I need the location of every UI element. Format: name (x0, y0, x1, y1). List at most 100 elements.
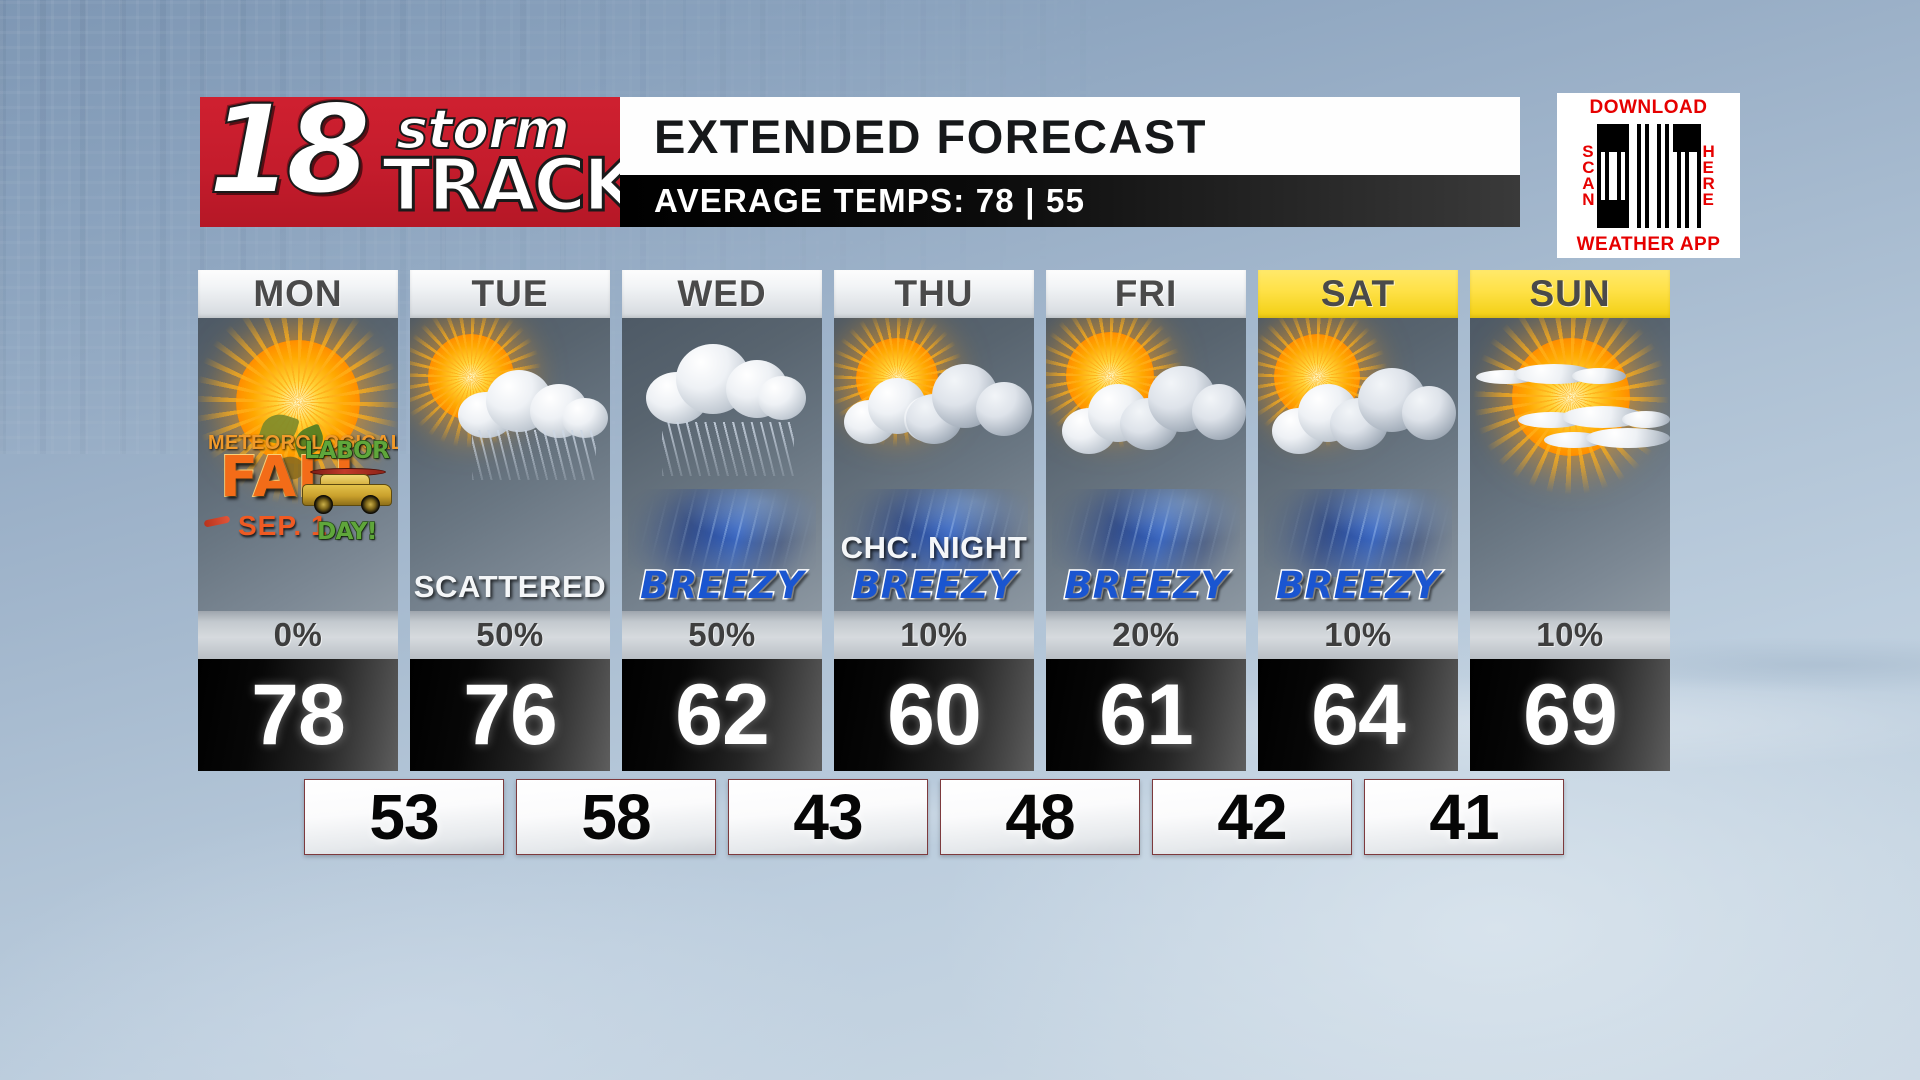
page-title: EXTENDED FORECAST (654, 109, 1207, 163)
precip-chance-sun: 10% (1470, 611, 1670, 659)
labor-day-bottom-label: DAY! (316, 519, 378, 545)
icon-cell-sat: BREEZY (1258, 318, 1458, 611)
extended-forecast-grid: MON METEOROLOGICAL FALL SEP. 1 LABOR (198, 270, 1730, 855)
low-temp-value: 48 (1005, 781, 1075, 853)
precip-value: 50% (476, 616, 544, 653)
condition-text-fri: BREEZY (1046, 564, 1246, 608)
condition-breezy-label: BREEZY (851, 564, 1017, 608)
precip-chance-mon: 0% (198, 611, 398, 659)
condition-breezy-label: BREEZY (639, 564, 805, 608)
high-temp-value: 69 (1523, 667, 1618, 763)
high-temp-value: 62 (675, 667, 770, 763)
forecast-column-tue[interactable]: TUE SCATTERED 50% (410, 270, 610, 771)
day-header-wed: WED (622, 270, 822, 318)
precip-value: 10% (900, 616, 968, 653)
low-temp-value: 53 (369, 781, 439, 853)
condition-text-tue: SCATTERED (410, 569, 610, 605)
day-header-mon: MON (198, 270, 398, 318)
high-temp-sun: 69 (1470, 659, 1670, 771)
weather-icon-hazy-sun (1470, 318, 1670, 518)
qr-code-icon[interactable] (1596, 124, 1701, 228)
icon-cell-sun (1470, 318, 1670, 611)
low-temp-box: 41 (1364, 779, 1564, 855)
fall-dash-decoration (203, 515, 231, 528)
qr-download-label: DOWNLOAD (1589, 97, 1708, 118)
high-temp-fri: 61 (1046, 659, 1246, 771)
forecast-column-sun[interactable]: SUN (1470, 270, 1670, 771)
high-temp-value: 78 (251, 667, 346, 763)
high-temp-wed: 62 (622, 659, 822, 771)
meteorological-fall-graphic: METEOROLOGICAL FALL SEP. 1 LABOR DAY! (198, 409, 398, 556)
precip-chance-wed: 50% (622, 611, 822, 659)
condition-text-thu: CHC. NIGHT BREEZY (834, 530, 1034, 608)
day-label: TUE (471, 273, 549, 314)
precip-value: 20% (1112, 616, 1180, 653)
logo-channel-number: 18 (207, 97, 372, 221)
icon-cell-wed: BREEZY (622, 318, 822, 611)
condition-plain-label: SCATTERED (413, 569, 607, 604)
high-temp-thu: 60 (834, 659, 1034, 771)
precip-chance-fri: 20% (1046, 611, 1246, 659)
precip-chance-sat: 10% (1258, 611, 1458, 659)
low-temp-value: 43 (793, 781, 863, 853)
precip-chance-thu: 10% (834, 611, 1034, 659)
precip-value: 50% (688, 616, 756, 653)
high-temp-value: 76 (463, 667, 558, 763)
weather-icon-cloud-rain (622, 318, 822, 518)
weather-icon-sun-cloud (834, 318, 1034, 518)
low-temps-row: 53 58 43 48 42 41 (198, 779, 1730, 855)
header-bar: 18 storm TRACK EXTENDED FORECAST AVERAGE… (200, 93, 1740, 258)
day-label: SUN (1529, 273, 1611, 314)
forecast-column-sat[interactable]: SAT BRE (1258, 270, 1458, 771)
forecast-column-wed[interactable]: WED BREEZY 50% (622, 270, 822, 771)
icon-cell-tue: SCATTERED (410, 318, 610, 611)
breezy-swoosh-fri (1052, 489, 1240, 577)
high-temp-value: 61 (1099, 667, 1194, 763)
low-temp-box: 42 (1152, 779, 1352, 855)
logo-storm-text: storm (395, 98, 571, 161)
high-temp-value: 64 (1311, 667, 1406, 763)
forecast-column-fri[interactable]: FRI BRE (1046, 270, 1246, 771)
high-temp-mon: 78 (198, 659, 398, 771)
fall-date-label: SEP. 1 (238, 510, 328, 541)
condition-text-wed: BREEZY (622, 564, 822, 608)
high-temp-sat: 64 (1258, 659, 1458, 771)
low-temp-box: 43 (728, 779, 928, 855)
average-temps-bar: AVERAGE TEMPS: 78 | 55 (620, 175, 1520, 227)
day-label: SAT (1320, 273, 1396, 314)
low-temp-box: 48 (940, 779, 1140, 855)
forecast-column-thu[interactable]: THU CHC (834, 270, 1034, 771)
day-header-sun: SUN (1470, 270, 1670, 318)
precip-value: 10% (1324, 616, 1392, 653)
average-temps-text: AVERAGE TEMPS: 78 | 55 (654, 182, 1086, 219)
low-temp-value: 42 (1217, 781, 1287, 853)
icon-cell-mon: METEOROLOGICAL FALL SEP. 1 LABOR DAY! (198, 318, 398, 611)
day-label: FRI (1114, 273, 1178, 314)
breezy-swoosh-thu (840, 489, 1028, 577)
precip-value: 0% (273, 616, 323, 653)
day-label: THU (894, 273, 974, 314)
icon-cell-thu: CHC. NIGHT BREEZY (834, 318, 1034, 611)
breezy-swoosh-sat (1264, 489, 1452, 577)
day-header-thu: THU (834, 270, 1034, 318)
precip-value: 10% (1536, 616, 1604, 653)
forecast-column-mon[interactable]: MON METEOROLOGICAL FALL SEP. 1 LABOR (198, 270, 398, 771)
condition-breezy-label: BREEZY (1063, 564, 1229, 608)
forecast-columns: MON METEOROLOGICAL FALL SEP. 1 LABOR (198, 270, 1730, 771)
breezy-swoosh-wed (628, 489, 816, 577)
condition-plain-label: CHC. NIGHT (840, 530, 1028, 566)
day-header-tue: TUE (410, 270, 610, 318)
high-temp-tue: 76 (410, 659, 610, 771)
low-temp-value: 58 (581, 781, 651, 853)
qr-weather-app-label: WEATHER APP (1576, 234, 1721, 255)
low-temp-value: 41 (1429, 781, 1499, 853)
weather-icon-sun-cloud (1258, 318, 1458, 518)
day-label: WED (677, 273, 767, 314)
low-temp-box: 53 (304, 779, 504, 855)
condition-text-sat: BREEZY (1258, 566, 1458, 606)
logo-track-text: TRACK (381, 143, 620, 227)
